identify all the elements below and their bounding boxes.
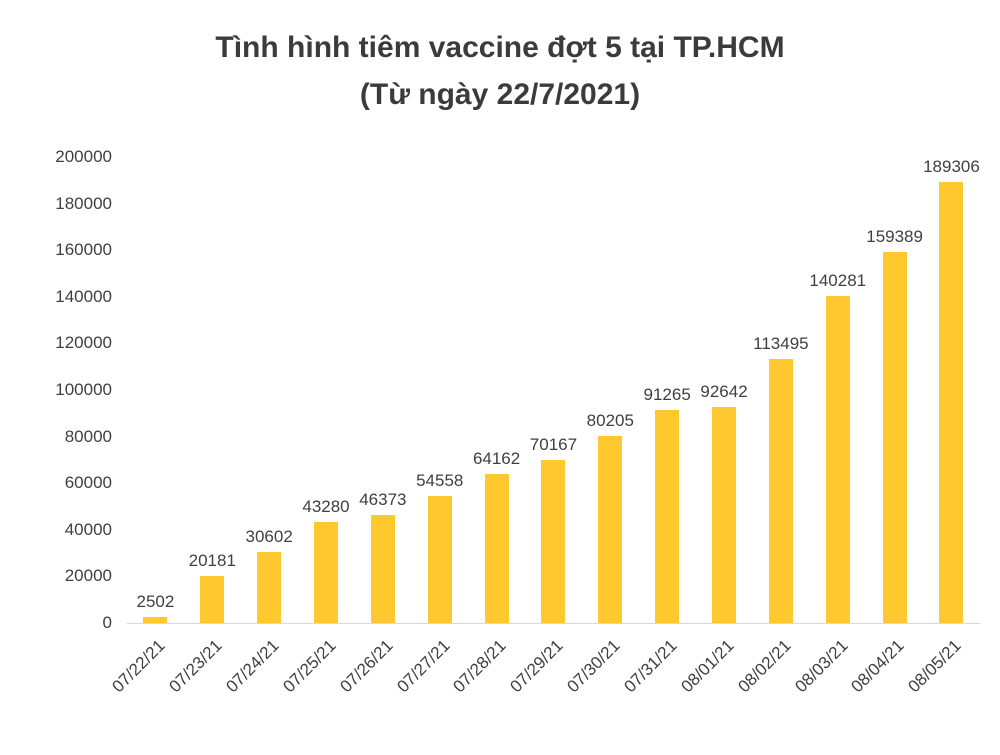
bar (370, 514, 395, 623)
bar-slot: 30602 (241, 157, 298, 623)
bar (541, 459, 566, 623)
bar-slot: 54558 (411, 157, 468, 623)
bar (825, 296, 850, 623)
y-tick-label: 60000 (64, 473, 112, 493)
chart-title-block: Tình hình tiêm vaccine đợt 5 tại TP.HCM … (0, 24, 1000, 118)
y-tick-label: 100000 (55, 380, 112, 399)
bar-slot: 113495 (752, 157, 809, 623)
bar-slot: 70167 (525, 157, 582, 623)
bar-value-label: 64162 (472, 448, 521, 468)
bar-value-label: 46373 (359, 489, 407, 509)
y-tick-label: 180000 (55, 193, 112, 213)
y-tick-label: 140000 (55, 286, 112, 306)
bar (655, 410, 680, 623)
bar-value-label: 43280 (302, 497, 350, 517)
bar-slot: 140281 (809, 157, 866, 623)
bar-slot: 64162 (468, 157, 525, 623)
bar (484, 473, 509, 623)
bar (257, 551, 282, 623)
bar-slot: 189306 (923, 157, 980, 623)
bar (882, 251, 907, 623)
bar (427, 495, 452, 623)
bar (598, 436, 623, 623)
y-tick-label: 200000 (55, 147, 112, 166)
bar (712, 407, 737, 623)
bar-value-label: 70167 (529, 434, 578, 454)
bar-slot: 20181 (184, 157, 241, 623)
chart-subtitle: (Từ ngày 22/7/2021) (359, 78, 641, 111)
y-tick-label: 0 (102, 613, 112, 632)
bar-value-label: 91265 (643, 385, 691, 405)
bar (939, 182, 964, 623)
y-tick-label: 80000 (64, 426, 112, 446)
bar-slot: 159389 (866, 157, 923, 623)
bar-slot: 46373 (354, 157, 411, 623)
y-tick-label: 120000 (55, 333, 112, 353)
bar-value-label: 30602 (245, 526, 293, 546)
x-tick-label: 07/22/21 (108, 636, 169, 697)
bar-value-label: 92642 (700, 382, 748, 402)
bars: 2502 20181 30602 43280 46373 54558 64162 70167 8… (127, 157, 980, 623)
bar-value-label: 54558 (416, 470, 464, 490)
bar (314, 522, 338, 623)
y-tick-label: 160000 (55, 240, 112, 260)
y-axis: 0 20000 40000 60000 80000 100000 120000 140000 1… (0, 147, 112, 632)
bar-value-label: 2502 (136, 592, 175, 612)
bar-slot: 92642 (696, 157, 753, 623)
y-tick-label: 20000 (64, 566, 112, 586)
bar-slot: 2502 (127, 157, 184, 623)
bar-value-label: 20181 (188, 550, 236, 570)
bar-value-label: 140281 (809, 271, 867, 291)
x-tick-cell: 08/05/21 (905, 624, 980, 744)
bar-value-label: 159389 (866, 226, 923, 246)
bar-value-label: 113495 (753, 333, 809, 353)
plot-area: 2502 20181 30602 43280 46373 54558 64162 70167 8… (127, 157, 980, 624)
bar-slot: 91265 (639, 157, 696, 623)
bar-value-label: 189306 (923, 157, 980, 176)
bar (768, 358, 793, 623)
chart-title: Tình hình tiêm vaccine đợt 5 tại TP.HCM (215, 31, 785, 64)
x-axis: 07/22/21 07/23/21 07/24/21 07/25/21 07/26/21… (109, 624, 980, 744)
bar-slot: 80205 (582, 157, 639, 623)
y-tick-label: 40000 (64, 519, 112, 539)
bar-slot: 43280 (298, 157, 355, 623)
bar (200, 575, 225, 623)
bar-value-label: 80205 (586, 411, 634, 431)
bar (143, 617, 168, 623)
